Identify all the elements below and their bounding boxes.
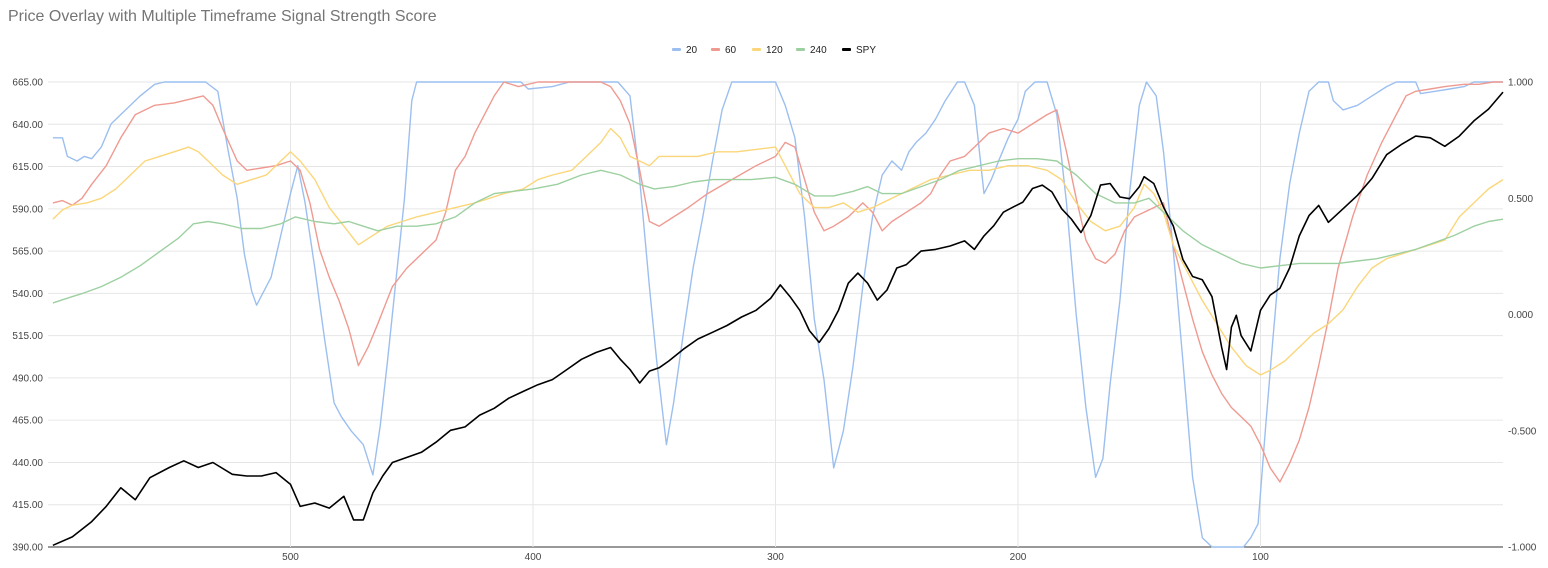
y-left-tick-label: 640.00: [12, 120, 43, 131]
y-right-tick-label: -1.000: [1508, 543, 1537, 554]
series-line-spy: [52, 91, 1504, 547]
y-right-tick-label: 0.000: [1508, 310, 1533, 321]
series-line-120: [52, 127, 1504, 376]
x-tick-label: 200: [1010, 552, 1027, 563]
y-left-tick-label: 515.00: [12, 331, 43, 342]
y-left-tick-label: 565.00: [12, 247, 43, 258]
legend-item-20[interactable]: 20: [672, 45, 697, 56]
legend-label-120: 120: [766, 45, 783, 56]
legend-item-60[interactable]: 60: [711, 45, 736, 56]
y-right-tick-label: 0.500: [1508, 194, 1533, 205]
y-left-tick-label: 615.00: [12, 162, 43, 173]
y-left-tick-label: 590.00: [12, 204, 43, 215]
legend: 20 60 120 240 SPY: [0, 45, 1548, 59]
chart-title: Price Overlay with Multiple Timeframe Si…: [8, 8, 437, 25]
legend-label-spy: SPY: [856, 45, 877, 56]
legend-label-20: 20: [686, 45, 698, 56]
series-line-240: [52, 158, 1504, 304]
y-left-tick-label: 665.00: [12, 78, 43, 89]
legend-swatch-20: [672, 47, 681, 51]
x-tick-label: 400: [525, 552, 542, 563]
y-right-tick-label: 1.000: [1508, 78, 1533, 89]
legend-label-60: 60: [725, 45, 737, 56]
y-right-tick-label: -0.500: [1508, 426, 1537, 437]
y-left-tick-label: 415.00: [12, 500, 43, 511]
y-left-tick-label: 440.00: [12, 458, 43, 469]
series-line-60: [52, 81, 1503, 483]
legend-item-spy[interactable]: SPY: [842, 45, 876, 56]
x-tick-label: 300: [767, 552, 784, 563]
legend-swatch-60: [711, 47, 720, 51]
series-line-20: [52, 81, 1503, 548]
legend-swatch-spy: [842, 47, 851, 51]
y-left-tick-label: 465.00: [12, 416, 43, 427]
legend-swatch-120: [752, 47, 761, 51]
legend-swatch-240: [796, 47, 805, 51]
y-left-tick-label: 540.00: [12, 289, 43, 300]
y-left-tick-label: 490.00: [12, 373, 43, 384]
x-tick-label: 500: [282, 552, 299, 563]
y-left-tick-label: 390.00: [12, 543, 43, 554]
legend-label-240: 240: [810, 45, 827, 56]
x-tick-label: 100: [1252, 552, 1269, 563]
legend-item-120[interactable]: 120: [752, 45, 783, 56]
legend-item-240[interactable]: 240: [796, 45, 827, 56]
